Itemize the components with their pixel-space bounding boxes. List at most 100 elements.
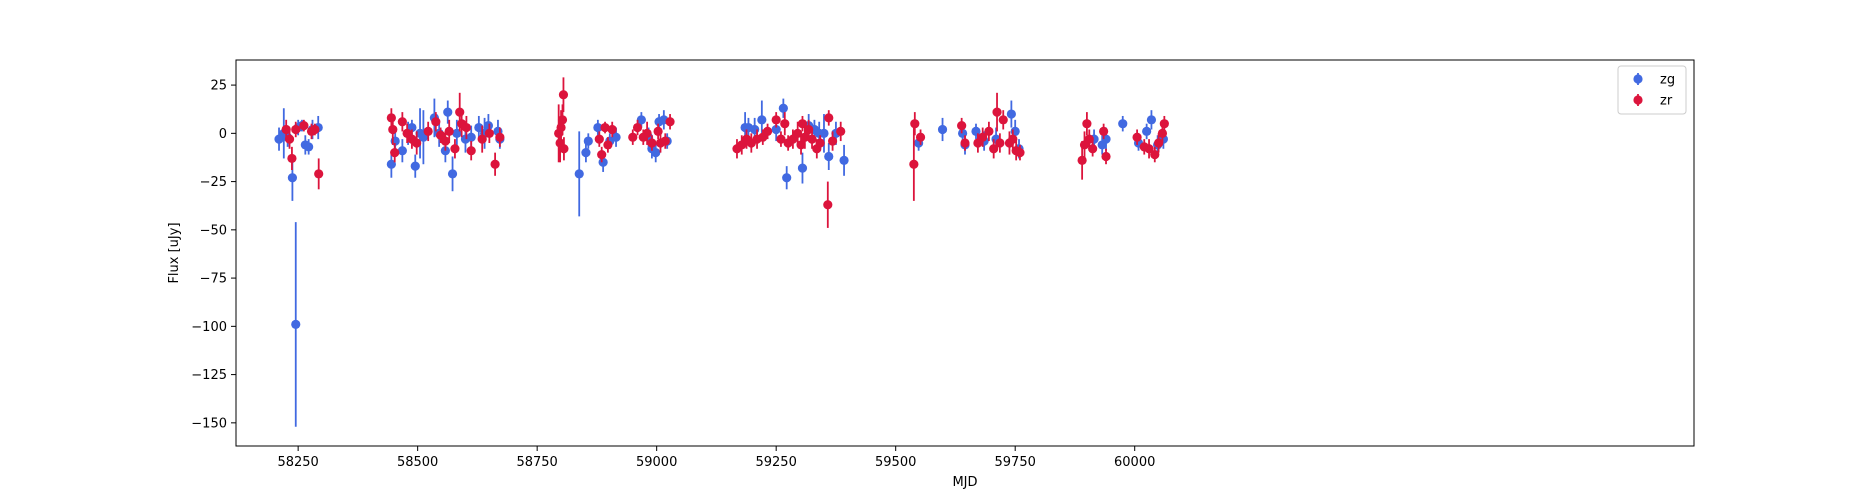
data-point [559,144,569,154]
data-point [782,173,792,183]
x-tick-label: 60000 [1114,455,1155,470]
data-point [778,103,788,113]
y-tick-label: 25 [210,79,227,94]
data-point [291,319,301,330]
data-point [440,136,450,146]
data-point [823,200,833,210]
data-point [989,144,999,154]
legend-label: zg [1660,73,1675,88]
data-point [815,138,825,148]
data-point [762,126,773,137]
axes-frame [235,59,1695,447]
data-point [1088,144,1098,154]
data-point [796,140,806,150]
data-point [909,159,919,169]
data-point [660,136,670,146]
data-point [450,144,460,154]
legend: zg zr [1617,65,1687,115]
data-point [915,132,926,142]
data-point [839,155,849,165]
x-tick-label: 58750 [516,455,557,470]
data-point [466,132,476,142]
x-tick-label: 58500 [397,455,438,470]
data-point [984,126,994,137]
y-axis-ticks: 25 0 −25 −50 −75 −100 −125 −150 [191,79,236,431]
data-point [1101,151,1111,162]
data-point [474,122,484,133]
data-point [1150,149,1160,160]
data-point [642,128,652,138]
data-point [447,169,458,179]
data-point [600,122,610,133]
legend-box [1617,65,1687,115]
data-point [607,124,617,135]
data-point [466,146,476,156]
data-point [960,138,970,148]
data-point [957,121,967,131]
data-point [287,173,298,183]
data-point [628,132,638,142]
data-point [284,134,295,144]
data-point [603,140,613,150]
data-point [611,132,621,142]
data-point [1146,115,1157,125]
data-point [827,136,838,146]
data-point [598,157,608,167]
data-point [574,169,584,179]
x-tick-label: 59750 [995,455,1036,470]
legend-label: zr [1660,94,1673,109]
data-point [937,124,948,135]
data-point [558,90,569,100]
data-point [490,159,500,169]
data-point [824,113,834,123]
y-tick-label: −50 [200,223,227,238]
data-point [665,117,675,127]
data-point [299,121,309,131]
data-point [1084,134,1094,144]
data-point [410,161,420,171]
data-point [1154,138,1164,148]
data-point [1118,119,1128,129]
x-axis-label: MJD [952,475,977,490]
data-point [444,126,454,137]
data-point [484,128,494,138]
data-point [281,124,291,135]
y-tick-label: −25 [200,175,227,190]
data-point [978,132,988,142]
y-axis-label: Flux [uJy] [167,222,182,283]
data-point [310,124,320,135]
data-point [910,119,920,129]
data-point [836,126,846,137]
data-layer [274,77,1169,427]
data-point [1099,126,1109,137]
data-point [824,151,834,162]
data-point [771,124,781,135]
data-point [804,124,814,135]
data-point [776,134,786,144]
data-point [1159,119,1169,129]
data-point [1082,119,1092,129]
x-tick-label: 59500 [875,455,916,470]
data-point [771,115,781,125]
data-point [495,132,505,142]
data-point [304,142,314,152]
data-point [1015,148,1025,158]
data-point [287,153,297,164]
data-point [632,122,643,133]
y-tick-label: −150 [191,416,227,431]
y-tick-label: −125 [191,368,227,383]
legend-marker [1633,95,1643,105]
data-point [597,149,607,160]
data-point [593,122,603,133]
data-point [461,122,472,133]
data-point [431,117,441,127]
data-point [386,159,396,169]
data-point [455,107,465,117]
data-point [992,107,1002,117]
data-point [636,115,646,125]
data-point [757,115,767,125]
data-point [780,119,790,129]
data-point [1006,109,1016,119]
